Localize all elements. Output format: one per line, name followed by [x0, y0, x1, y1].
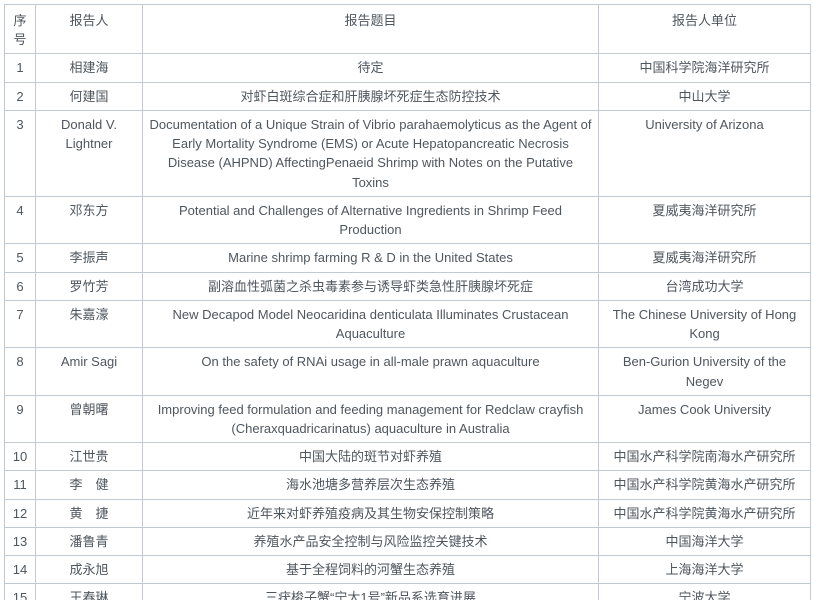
- table-row: 5 李振声 Marine shrimp farming R & D in the U…: [4, 243, 811, 273]
- affiliation-cell: 中山大学: [598, 81, 811, 111]
- speaker-cell: Donald V. Lightner: [35, 109, 143, 197]
- table-row: 12 黄 捷近年来对虾养殖疫病及其生物安保控制策略 中国水产科学院黄海水产研究所: [4, 498, 811, 528]
- speaker-cell: 李振声: [35, 243, 143, 273]
- affiliation-cell: 夏威夷海洋研究所: [598, 195, 811, 245]
- affiliation-cell: Ben-Gurion University of the Negev: [598, 347, 811, 396]
- speaker-cell: 成永旭: [35, 555, 143, 585]
- col-header-title: 报告题目: [142, 3, 599, 55]
- table-row: 1 相建海 待定 中国科学院海洋研究所: [4, 53, 811, 83]
- row-number-cell: 5: [4, 243, 36, 273]
- speaker-cell: 黄 捷: [35, 498, 143, 528]
- report-title-cell: New Decapod Model Neocaridina denticulat…: [142, 299, 599, 349]
- table-row: 9 曾朝曙 Improving feed formulation and feedi…: [4, 394, 811, 444]
- row-number-cell: 13: [4, 526, 36, 557]
- col-header-number: 序号: [4, 3, 36, 55]
- speaker-cell: 王春琳: [35, 583, 143, 600]
- table-row: 11 李 健海水池塘多营养层次生态养殖 中国水产科学院黄海水产研究所: [4, 470, 811, 500]
- affiliation-cell: 台湾成功大学: [598, 271, 811, 301]
- affiliation-cell: The Chinese University of Hong Kong: [598, 299, 811, 349]
- speaker-cell: 朱嘉濠: [35, 299, 143, 349]
- table-row: 4 邓东方 Potential and Challenges of Alternat…: [4, 195, 811, 245]
- table-body: 1 相建海 待定 中国科学院海洋研究所 2 何建国 对虾白斑综合症和肝胰腺坏死症生态防控技术…: [4, 53, 811, 600]
- speaker-cell: 邓东方: [35, 195, 143, 245]
- affiliation-cell: 上海海洋大学: [598, 555, 811, 585]
- speaker-cell: 何建国: [35, 81, 143, 111]
- table-row: 14 成永旭 基于全程饲料的河蟹生态养殖 上海海洋大学: [4, 555, 811, 585]
- report-title-cell: On the safety of RNAi usage in all-male …: [142, 347, 599, 396]
- col-header-affiliation: 报告人单位: [598, 3, 811, 55]
- affiliation-cell: 中国水产科学院南海水产研究所: [598, 442, 811, 472]
- report-title-cell: 对虾白斑综合症和肝胰腺坏死症生态防控技术: [142, 81, 599, 111]
- speaker-cell: 潘鲁青: [35, 526, 143, 557]
- speaker-cell: 相建海: [35, 53, 143, 83]
- table-row: 7 朱嘉濠 New Decapod Model Neocaridina dentic…: [4, 299, 811, 349]
- speaker-cell: Amir Sagi: [35, 347, 143, 396]
- table-row: 6 罗竹芳 副溶血性弧菌之杀虫毒素参与诱导虾类急性肝胰腺坏死症 台湾成功大学: [4, 271, 811, 301]
- col-header-speaker: 报告人: [35, 3, 143, 55]
- report-title-cell: 基于全程饲料的河蟹生态养殖: [142, 555, 599, 585]
- table-row: 3 Donald V. Lightner Documentation of a Un…: [4, 109, 811, 197]
- speaker-cell: 曾朝曙: [35, 394, 143, 444]
- report-title-cell: 待定: [142, 53, 599, 83]
- report-title-cell: 副溶血性弧菌之杀虫毒素参与诱导虾类急性肝胰腺坏死症: [142, 271, 599, 301]
- affiliation-cell: 中国科学院海洋研究所: [598, 53, 811, 83]
- affiliation-cell: James Cook University: [598, 394, 811, 444]
- affiliation-cell: 中国海洋大学: [598, 526, 811, 557]
- row-number-cell: 4: [4, 195, 36, 245]
- report-title-cell: Potential and Challenges of Alternative …: [142, 195, 599, 245]
- speaker-cell: 江世贵: [35, 442, 143, 472]
- affiliation-cell: University of Arizona: [598, 109, 811, 197]
- table-row: 10 江世贵 中国大陆的斑节对虾养殖 中国水产科学院南海水产研究所: [4, 442, 811, 472]
- row-number-cell: 2: [4, 81, 36, 111]
- table-row: 2 何建国 对虾白斑综合症和肝胰腺坏死症生态防控技术 中山大学: [4, 81, 811, 111]
- report-schedule-table: 序号 报告人 报告题目 报告人单位 1 相建海 待定 中国科学院海洋研究所 2 何建国 对虾…: [4, 3, 811, 600]
- row-number-cell: 11: [4, 470, 36, 500]
- table-header-row: 序号 报告人 报告题目 报告人单位: [4, 3, 811, 55]
- table-row: 13 潘鲁青 养殖水产品安全控制与风险监控关键技术 中国海洋大学: [4, 526, 811, 557]
- report-title-cell: 中国大陆的斑节对虾养殖: [142, 442, 599, 472]
- affiliation-cell: 宁波大学: [598, 583, 811, 600]
- report-title-cell: 养殖水产品安全控制与风险监控关键技术: [142, 526, 599, 557]
- row-number-cell: 9: [4, 394, 36, 444]
- table-row: 8 Amir Sagi On the safety of RNAi usage in…: [4, 347, 811, 396]
- row-number-cell: 10: [4, 442, 36, 472]
- report-title-cell: Marine shrimp farming R & D in the Unite…: [142, 243, 599, 273]
- row-number-cell: 3: [4, 109, 36, 197]
- report-title-cell: 海水池塘多营养层次生态养殖: [142, 470, 599, 500]
- row-number-cell: 15: [4, 583, 36, 600]
- report-title-cell: 近年来对虾养殖疫病及其生物安保控制策略: [142, 498, 599, 528]
- row-number-cell: 8: [4, 347, 36, 396]
- affiliation-cell: 中国水产科学院黄海水产研究所: [598, 470, 811, 500]
- row-number-cell: 14: [4, 555, 36, 585]
- table-row: 15 王春琳 三疣梭子蟹“宁大1号”新品系选育进展 宁波大学: [4, 583, 811, 600]
- speaker-cell: 李 健: [35, 470, 143, 500]
- speaker-cell: 罗竹芳: [35, 271, 143, 301]
- report-title-cell: Documentation of a Unique Strain of Vibr…: [142, 109, 599, 197]
- row-number-cell: 7: [4, 299, 36, 349]
- report-title-cell: 三疣梭子蟹“宁大1号”新品系选育进展: [142, 583, 599, 600]
- affiliation-cell: 中国水产科学院黄海水产研究所: [598, 498, 811, 528]
- report-title-cell: Improving feed formulation and feeding m…: [142, 394, 599, 444]
- row-number-cell: 6: [4, 271, 36, 301]
- row-number-cell: 1: [4, 53, 36, 83]
- affiliation-cell: 夏威夷海洋研究所: [598, 243, 811, 273]
- row-number-cell: 12: [4, 498, 36, 528]
